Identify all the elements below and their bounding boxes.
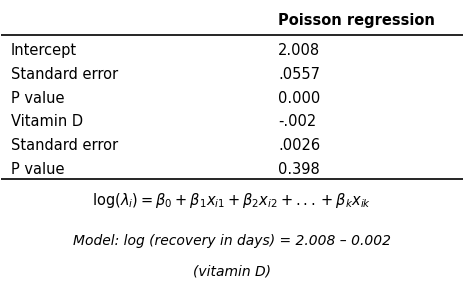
Text: 0.398: 0.398 <box>278 162 320 177</box>
Text: P value: P value <box>10 162 64 177</box>
Text: P value: P value <box>10 91 64 106</box>
Text: 2.008: 2.008 <box>278 43 320 58</box>
Text: Poisson regression: Poisson regression <box>278 13 435 28</box>
Text: $\log(\lambda_i) = \beta_0 + \beta_1 x_{i1} + \beta_2 x_{i2} + ... + \beta_k x_{: $\log(\lambda_i) = \beta_0 + \beta_1 x_{… <box>92 191 372 210</box>
Text: 0.000: 0.000 <box>278 91 320 106</box>
Text: Standard error: Standard error <box>10 138 118 153</box>
Text: (vitamin D): (vitamin D) <box>193 265 271 279</box>
Text: Model: log (recovery in days) = 2.008 – 0.002: Model: log (recovery in days) = 2.008 – … <box>73 234 391 248</box>
Text: .0557: .0557 <box>278 67 320 82</box>
Text: -.002: -.002 <box>278 114 317 129</box>
Text: Vitamin D: Vitamin D <box>10 114 83 129</box>
Text: Standard error: Standard error <box>10 67 118 82</box>
Text: Intercept: Intercept <box>10 43 77 58</box>
Text: .0026: .0026 <box>278 138 320 153</box>
